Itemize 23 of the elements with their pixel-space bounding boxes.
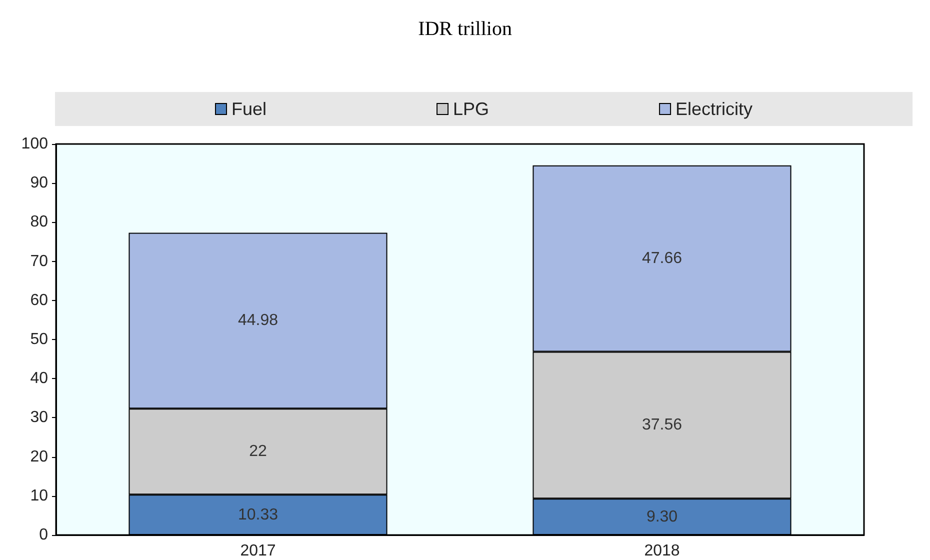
y-tick-label: 20 — [30, 448, 48, 466]
legend-label: Electricity — [676, 99, 753, 119]
chart-title: IDR trillion — [418, 18, 512, 40]
x-tick-label: 2017 — [240, 542, 276, 560]
y-tick-label: 70 — [30, 252, 48, 270]
legend-label: Fuel — [232, 99, 267, 119]
y-tick-label: 10 — [30, 487, 48, 504]
data-label: 37.56 — [642, 416, 682, 434]
y-tick-label: 40 — [30, 370, 48, 388]
y-tick-label: 100 — [21, 136, 48, 152]
data-label: 22 — [249, 443, 267, 460]
data-label: 10.33 — [238, 506, 278, 524]
y-tick-label: 80 — [30, 214, 48, 231]
y-tick-label: 30 — [30, 409, 48, 426]
y-tick-label: 90 — [30, 174, 48, 192]
data-label: 9.30 — [646, 508, 678, 526]
y-tick-label: 60 — [30, 292, 48, 309]
y-tick-label: 50 — [30, 331, 48, 348]
data-label: 44.98 — [238, 312, 278, 330]
y-tick-label: 0 — [39, 526, 48, 544]
legend-label: LPG — [453, 99, 490, 119]
x-tick-label: 2018 — [644, 542, 680, 560]
data-label: 47.66 — [642, 250, 682, 268]
